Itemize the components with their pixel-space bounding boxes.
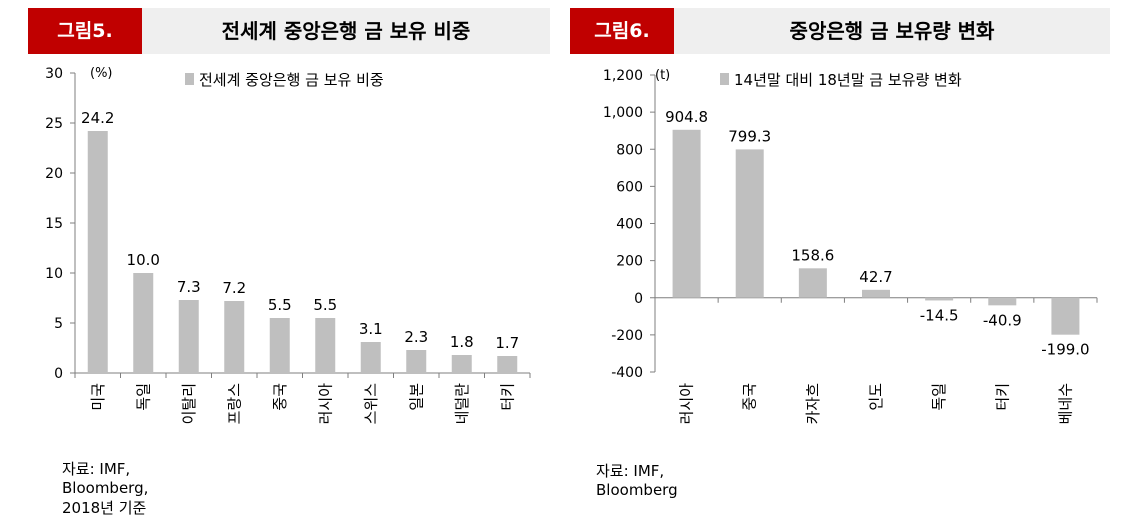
figure-6-title-bar: 그림6. 중앙은행 금 보유량 변화: [570, 8, 1110, 54]
data-label: 799.3: [728, 127, 771, 145]
category-label: 카자흐: [804, 383, 822, 425]
category-label: 러시아: [678, 383, 696, 425]
legend-swatch: [720, 73, 729, 85]
data-label: -40.9: [983, 311, 1022, 329]
category-label: 인도: [867, 383, 885, 411]
y-tick-label: 30: [45, 66, 63, 82]
bar: [178, 300, 199, 373]
figure-6-chart: -400 -200 0 200 400 600 800 1,000 1,200 (t) 14년말 대…: [603, 68, 1098, 425]
bar: [862, 289, 890, 298]
bar: [798, 268, 827, 298]
y-tick-label: 20: [45, 166, 63, 182]
data-label: -14.5: [920, 306, 959, 324]
category-label: 러시아: [316, 383, 334, 425]
y-tick-label: 200: [616, 254, 643, 270]
data-label: 7.3: [177, 278, 201, 296]
category-label: 프랑스: [225, 383, 243, 425]
figure-5-source: 자료: IMF, Bloomberg, 2018년 기준: [62, 460, 149, 517]
legend-label: 전세계 중앙은행 금 보유 비중: [199, 71, 384, 89]
data-label: -199.0: [1041, 341, 1089, 359]
data-label: 158.6: [791, 246, 834, 264]
figure-5-title: 전세계 중앙은행 금 보유 비중: [221, 19, 471, 43]
unit-label: (%): [90, 66, 113, 81]
category-label: 스위스: [362, 383, 380, 425]
figure-6-title: 중앙은행 금 보유량 변화: [789, 19, 995, 43]
bar: [87, 131, 108, 373]
y-tick-label: -200: [611, 328, 643, 344]
bar: [133, 273, 154, 373]
bar: [497, 356, 518, 373]
figure-6-tag: 그림6.: [570, 8, 674, 54]
legend-label: 14년말 대비 18년말 금 보유량 변화: [734, 71, 962, 89]
bar: [1051, 297, 1080, 335]
bar: [315, 318, 336, 373]
category-label: 중국: [741, 383, 759, 411]
y-tick-label: 5: [54, 316, 63, 332]
bar: [406, 350, 427, 373]
unit-label: (t): [655, 68, 670, 83]
data-label: 5.5: [268, 296, 292, 314]
y-tick-label: 25: [45, 116, 63, 132]
data-label: 904.8: [665, 108, 708, 126]
category-label: 일본: [407, 383, 425, 411]
data-label: 3.1: [359, 320, 383, 338]
y-tick-label: 800: [616, 142, 643, 158]
data-label: 7.2: [222, 279, 246, 297]
category-label: 네덜란: [453, 383, 471, 425]
bar: [269, 318, 290, 373]
y-tick-label: 1,200: [603, 68, 643, 84]
figure-5-title-bar: 그림5. 전세계 중앙은행 금 보유 비중: [28, 8, 550, 54]
y-tick-label: 600: [616, 179, 643, 195]
category-label: 터키: [498, 383, 516, 411]
category-label: 중국: [271, 383, 289, 411]
bar: [360, 342, 381, 373]
figure-5-tag: 그림5.: [28, 8, 142, 54]
bar: [925, 297, 954, 301]
data-label: 2.3: [404, 328, 428, 346]
category-label: 독일: [930, 383, 948, 411]
y-tick-label: 15: [45, 216, 63, 232]
data-label: 42.7: [859, 268, 892, 286]
bar: [451, 355, 472, 373]
y-tick-label: 400: [616, 217, 643, 233]
category-label: 미국: [89, 383, 107, 411]
data-label: 5.5: [313, 296, 337, 314]
y-tick-label: 0: [54, 366, 63, 382]
bar: [224, 301, 245, 373]
category-label: 이탈리: [180, 383, 198, 424]
category-label: 터키: [993, 383, 1011, 411]
legend-swatch: [185, 73, 194, 85]
figure-6-source: 자료: IMF, Bloomberg: [596, 462, 678, 499]
category-label: 베네수: [1056, 383, 1074, 424]
y-tick-label: 1,000: [603, 105, 643, 121]
bar: [988, 297, 1017, 306]
bar: [735, 149, 764, 298]
data-label: 1.8: [450, 333, 474, 351]
data-label: 24.2: [81, 109, 114, 127]
data-label: 1.7: [495, 334, 519, 352]
bar: [672, 129, 701, 298]
y-tick-label: 10: [45, 266, 63, 282]
data-label: 10.0: [127, 251, 160, 269]
figure-5-chart: 0 5 10 15 20 25 30 (%) 전세계 중앙은행 금 보유 비중 24.2 미국 10.…: [45, 66, 531, 425]
y-tick-label: -400: [611, 365, 643, 381]
y-tick-label: 0: [634, 291, 643, 307]
category-label: 독일: [134, 383, 152, 411]
